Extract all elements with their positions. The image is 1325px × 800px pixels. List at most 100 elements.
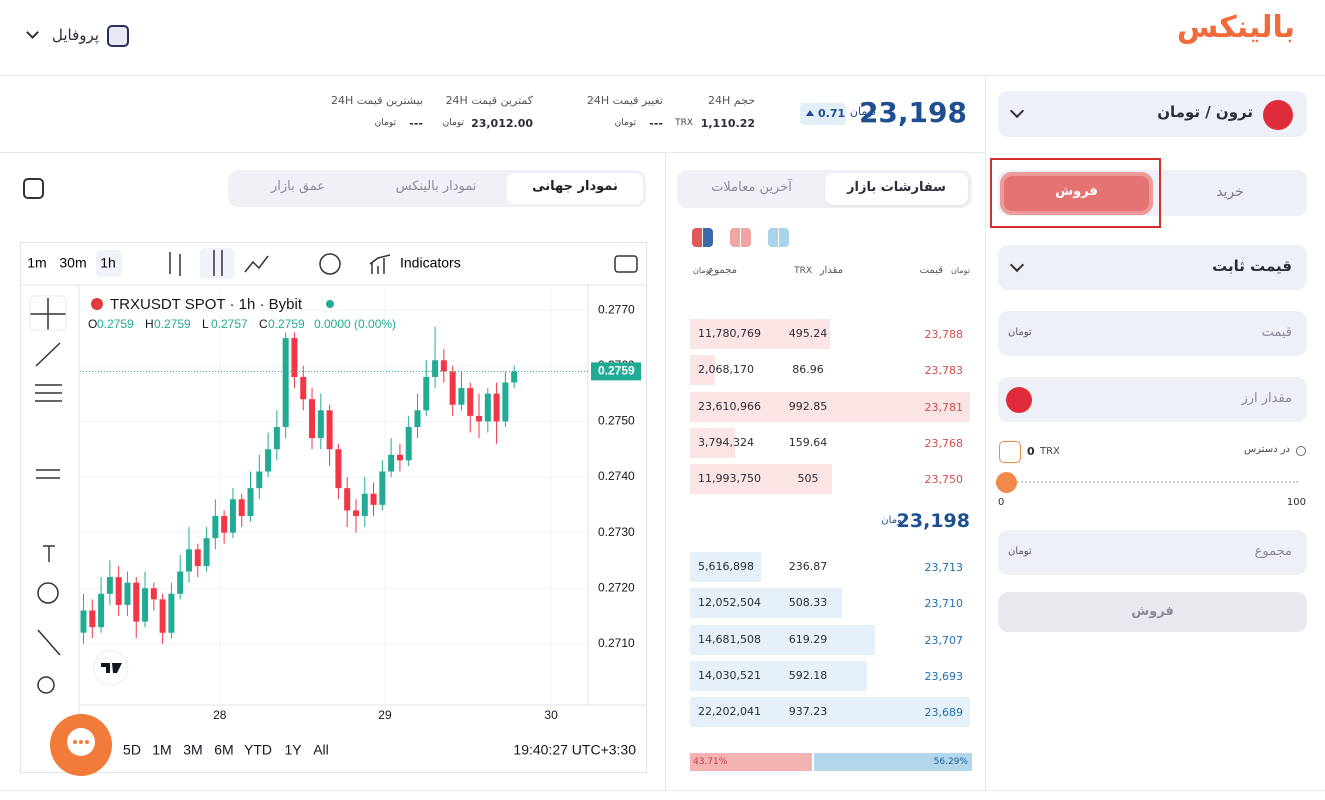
- range: 5D: [123, 742, 141, 758]
- candle-body: [344, 488, 351, 511]
- depth-bar[interactable]: [690, 660, 867, 691]
- mid-price: 23,198: [896, 510, 970, 532]
- price-unit: تومان: [849, 105, 876, 118]
- depth-bar[interactable]: [690, 624, 876, 655]
- field[interactable]: [998, 311, 1307, 356]
- tool-icon: [319, 253, 341, 275]
- candle-body: [379, 471, 386, 505]
- stat-label: کمترین قیمت 24H: [445, 94, 533, 107]
- add-button[interactable]: [999, 441, 1021, 463]
- candle-body: [449, 371, 456, 405]
- candle-body: [317, 410, 324, 439]
- book-price: 23,713: [924, 561, 964, 574]
- depth-bar[interactable]: [690, 464, 833, 495]
- depth-bar[interactable]: [690, 355, 715, 386]
- ohlc-key: L: [202, 317, 209, 331]
- view-toggle[interactable]: [779, 228, 789, 247]
- interval-active: [96, 250, 122, 277]
- book-total: 5,616,898: [698, 560, 754, 573]
- stat-value: ---: [649, 117, 663, 130]
- view-toggle[interactable]: [741, 228, 751, 247]
- status-dot: [326, 300, 334, 308]
- stat-unit: تومان: [614, 118, 636, 128]
- view-toggle[interactable]: [703, 228, 713, 247]
- candle-body: [256, 471, 263, 489]
- field[interactable]: [998, 245, 1307, 290]
- depth-bar[interactable]: [690, 319, 830, 349]
- book-total: 2,068,170: [698, 363, 754, 377]
- stat-value: 23,012.00: [471, 117, 533, 130]
- book-amount: 619.29: [788, 632, 828, 646]
- book-price: 23,750: [924, 473, 964, 487]
- pair-name[interactable]: ترون / تومان: [1157, 103, 1253, 121]
- profile-icon: [107, 25, 129, 47]
- slider-thumb[interactable]: [996, 472, 1017, 493]
- book-amount: 508.33: [788, 596, 828, 610]
- candle-body: [414, 410, 421, 427]
- depth-bar[interactable]: [690, 588, 842, 619]
- slider-track[interactable]: [1006, 481, 1298, 483]
- field[interactable]: [998, 530, 1307, 575]
- last-price-box: [591, 362, 641, 381]
- candle-body: [511, 371, 518, 383]
- tool-icon: [369, 254, 391, 274]
- field-unit: تومان: [1008, 327, 1032, 338]
- ratio-sell-label: 43.71%: [693, 757, 728, 767]
- symbol-icon: [91, 298, 103, 310]
- view-toggle[interactable]: [768, 228, 778, 247]
- candle-body: [502, 382, 509, 422]
- side-tab[interactable]: خرید: [1216, 184, 1244, 200]
- field[interactable]: [998, 91, 1307, 137]
- book-price: 23,710: [924, 597, 964, 611]
- candle-body: [335, 449, 342, 489]
- chart-tab[interactable]: عمق بازار: [271, 179, 325, 194]
- book-header-unit: تومان: [693, 266, 712, 275]
- expand-icon[interactable]: [23, 178, 44, 199]
- candle-body: [388, 454, 395, 472]
- depth-bar[interactable]: [690, 427, 735, 458]
- book-total: 14,681,508: [698, 632, 761, 646]
- divider: [0, 75, 1325, 76]
- time: 19:40:27 UTC+3:30: [513, 742, 636, 758]
- balance: 0: [1027, 445, 1035, 458]
- depth-bar[interactable]: [690, 552, 761, 582]
- ratio-sell: [690, 753, 813, 771]
- field[interactable]: [998, 377, 1307, 422]
- interval: 30m: [59, 255, 86, 271]
- book-total: 12,052,504: [698, 596, 761, 610]
- candle-body: [476, 415, 483, 422]
- indicators: Indicators: [400, 255, 461, 271]
- chart-tab[interactable]: نمودار بالینکس: [395, 179, 477, 194]
- view-toggle[interactable]: [692, 228, 702, 247]
- book-header-unit: تومان: [951, 266, 970, 275]
- book-tab[interactable]: آخرین معاملات: [711, 180, 792, 195]
- range: 3M: [183, 742, 202, 758]
- candle-body: [115, 577, 122, 605]
- sell-highlight: [990, 158, 1161, 228]
- candle-body: [229, 499, 236, 533]
- candle-body: [80, 610, 87, 633]
- widget-frame: [20, 242, 647, 773]
- stat-label: بیشترین قیمت 24H: [330, 94, 423, 107]
- depth-bar[interactable]: [690, 697, 970, 728]
- side-tab[interactable]: فروش: [1055, 184, 1098, 199]
- x-tick-label: 30: [544, 708, 558, 722]
- side-active[interactable]: [1000, 172, 1153, 215]
- profile[interactable]: پروفایل: [52, 26, 99, 44]
- submit[interactable]: فروش: [998, 592, 1307, 632]
- book-tab[interactable]: سفارشات بازار: [847, 180, 946, 195]
- range: All: [313, 742, 329, 758]
- book-total: 11,993,750: [698, 472, 761, 486]
- depth-bar[interactable]: [690, 391, 970, 422]
- candle-body: [124, 582, 131, 605]
- stat-value: ---: [409, 117, 423, 130]
- view-toggle[interactable]: [730, 228, 740, 247]
- logo[interactable]: بالینکس: [1176, 10, 1295, 45]
- order-type[interactable]: قیمت ثابت: [1212, 257, 1292, 275]
- field-label: قیمت: [1261, 325, 1292, 340]
- chart-tab[interactable]: نمودار جهانی: [532, 179, 618, 194]
- book-total: 14,030,521: [698, 668, 761, 682]
- ohlc-value: 0.2757: [211, 317, 248, 331]
- chat-dot: [79, 740, 83, 744]
- candle-body: [361, 493, 368, 516]
